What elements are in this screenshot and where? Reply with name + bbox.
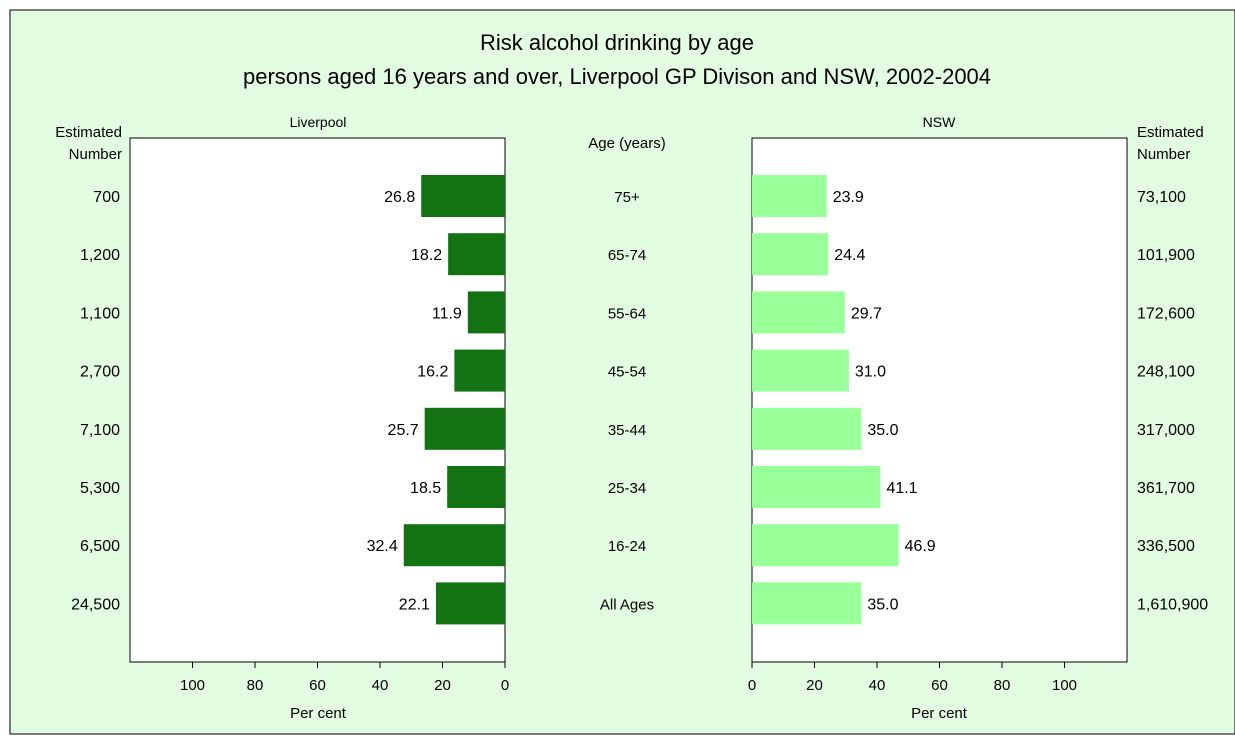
- left-count-header-line1: Estimated: [55, 124, 122, 141]
- right-count-header-line2: Number: [1137, 146, 1190, 163]
- left-plot-area: [129, 137, 506, 663]
- left-x-tick-label: 60: [309, 677, 326, 694]
- liverpool-estimated-number: 1,100: [80, 305, 120, 322]
- chart-title-line2: persons aged 16 years and over, Liverpoo…: [243, 64, 991, 89]
- nsw-bar-label: 29.7: [851, 305, 882, 322]
- liverpool-estimated-number: 6,500: [80, 538, 120, 555]
- nsw-bar: [752, 291, 845, 334]
- liverpool-bar-label: 18.5: [410, 480, 441, 497]
- age-category-label: 75+: [614, 189, 640, 206]
- nsw-estimated-number: 101,900: [1137, 247, 1195, 264]
- chart-marks: 26.8 23.9 75+ 700 73,100 18.2 24.4 65-74 1,200 10…: [71, 175, 1208, 694]
- nsw-bar: [752, 175, 827, 217]
- liverpool-estimated-number: 1,200: [80, 247, 120, 264]
- liverpool-bar-label: 16.2: [417, 364, 448, 381]
- right-x-tick-label: 40: [869, 677, 886, 694]
- nsw-bar-label: 31.0: [855, 364, 886, 381]
- liverpool-bar: [467, 291, 505, 334]
- liverpool-bar: [424, 407, 505, 450]
- nsw-estimated-number: 1,610,900: [1137, 596, 1208, 613]
- liverpool-bar-label: 26.8: [384, 189, 415, 206]
- left-count-header-line2: Number: [69, 146, 122, 163]
- right-x-tick-label: 0: [748, 677, 756, 694]
- nsw-bar: [752, 407, 862, 450]
- liverpool-bar: [447, 466, 505, 508]
- nsw-bar-label: 46.9: [905, 538, 936, 555]
- left-x-tick-label: 20: [434, 677, 451, 694]
- nsw-bar: [752, 524, 899, 567]
- nsw-bar: [752, 233, 829, 276]
- chart-title-line1: Risk alcohol drinking by age: [480, 30, 754, 55]
- right-count-header-line1: Estimated: [1137, 124, 1204, 141]
- nsw-estimated-number: 361,700: [1137, 480, 1195, 497]
- liverpool-estimated-number: 7,100: [80, 422, 120, 439]
- center-age-header: Age (years): [588, 135, 666, 152]
- left-panel-title: Liverpool: [290, 114, 347, 130]
- right-panel-title: NSW: [923, 114, 956, 130]
- nsw-estimated-number: 317,000: [1137, 422, 1195, 439]
- right-x-tick-label: 80: [994, 677, 1011, 694]
- liverpool-bar: [403, 524, 505, 567]
- left-x-tick-label: 40: [372, 677, 389, 694]
- nsw-estimated-number: 73,100: [1137, 189, 1186, 206]
- liverpool-bar: [454, 349, 505, 392]
- age-category-label: 35-44: [608, 422, 646, 439]
- right-x-tick-label: 20: [806, 677, 823, 694]
- left-x-tick-label: 100: [180, 677, 205, 694]
- age-category-label: 16-24: [608, 538, 646, 555]
- nsw-estimated-number: 172,600: [1137, 305, 1195, 322]
- nsw-bar-label: 24.4: [834, 247, 865, 264]
- liverpool-bar-label: 11.9: [432, 305, 462, 322]
- right-x-tick-label: 100: [1052, 677, 1077, 694]
- age-category-label: All Ages: [600, 596, 654, 613]
- liverpool-estimated-number: 5,300: [80, 480, 120, 497]
- left-x-axis-label: Per cent: [290, 705, 347, 722]
- liverpool-estimated-number: 24,500: [71, 596, 120, 613]
- nsw-bar-label: 41.1: [886, 480, 917, 497]
- nsw-estimated-number: 336,500: [1137, 538, 1195, 555]
- right-x-axis-label: Per cent: [911, 705, 968, 722]
- liverpool-bar: [421, 175, 505, 217]
- age-category-label: 65-74: [608, 247, 646, 264]
- left-x-tick-label: 80: [247, 677, 264, 694]
- liverpool-bar: [435, 582, 505, 625]
- age-category-label: 55-64: [608, 305, 646, 322]
- liverpool-estimated-number: 2,700: [80, 364, 120, 381]
- liverpool-bar: [448, 233, 505, 276]
- age-category-label: 25-34: [608, 480, 646, 497]
- nsw-bar: [752, 349, 849, 392]
- liverpool-bar-label: 22.1: [399, 596, 430, 613]
- age-category-label: 45-54: [608, 364, 646, 381]
- liverpool-bar-label: 25.7: [388, 422, 419, 439]
- left-x-tick-label: 0: [501, 677, 509, 694]
- liverpool-bar-label: 18.2: [411, 247, 442, 264]
- liverpool-estimated-number: 700: [93, 189, 120, 206]
- right-x-tick-label: 60: [931, 677, 948, 694]
- nsw-bar-label: 35.0: [867, 596, 898, 613]
- nsw-bar: [752, 466, 881, 508]
- nsw-bar: [752, 582, 862, 625]
- nsw-estimated-number: 248,100: [1137, 364, 1195, 381]
- nsw-bar-label: 23.9: [833, 189, 864, 206]
- nsw-bar-label: 35.0: [867, 422, 898, 439]
- liverpool-bar-label: 32.4: [367, 538, 398, 555]
